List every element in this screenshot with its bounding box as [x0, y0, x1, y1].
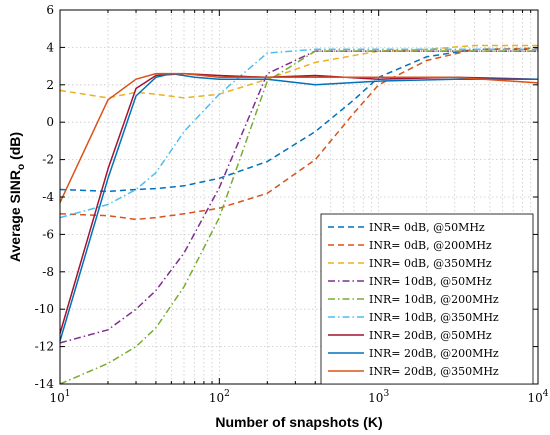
series-line-7 — [59, 72, 539, 334]
y-axis-title-sub: o — [16, 164, 27, 170]
legend-label: INR= 20dB, @50MHz — [369, 329, 492, 342]
series-line-9 — [59, 72, 539, 203]
y-tick-label: -2 — [42, 153, 54, 167]
series-line-8 — [59, 72, 538, 342]
series-line-6 — [59, 48, 538, 219]
x-tick-exponent: 4 — [543, 389, 549, 399]
x-tick-base: 10 — [368, 391, 383, 405]
legend-label: INR= 20dB, @200MHz — [369, 347, 499, 360]
legend-box — [320, 213, 534, 385]
x-tick-label: 101 — [49, 389, 70, 405]
y-axis-title: Average SINRo (dB) — [7, 132, 27, 262]
series-line-2 — [59, 47, 539, 221]
y-axis-title-group: Average SINRo (dB) — [7, 132, 27, 262]
legend-label: INR= 10dB, @350MHz — [369, 311, 499, 324]
y-tick-label: -6 — [42, 227, 54, 241]
y-tick-label: -8 — [42, 265, 54, 279]
y-tick-label: 0 — [46, 115, 54, 129]
legend: INR= 0dB, @50MHz INR= 0dB, @200MHz INR= 0d… — [320, 213, 534, 385]
y-tick-label: 4 — [46, 40, 54, 54]
x-tick-base: 10 — [209, 391, 224, 405]
series-line-4 — [59, 50, 538, 344]
legend-label: INR= 0dB, @350MHz — [369, 257, 492, 270]
x-tick-label: 102 — [209, 389, 230, 405]
y-tick-label: -14 — [35, 377, 55, 391]
legend-label: INR= 20dB, @350MHz — [369, 365, 499, 378]
x-tick-exponent: 2 — [224, 389, 230, 399]
series-group — [59, 44, 539, 385]
y-axis-title-unit: (dB) — [7, 132, 23, 160]
plot-frame — [59, 9, 539, 385]
legend-label: INR= 10dB, @50MHz — [369, 275, 492, 288]
legend-label: INR= 0dB, @50MHz — [369, 221, 485, 234]
x-tick-exponent: 1 — [65, 389, 71, 399]
y-axis-title-main: Average SINR — [7, 170, 23, 262]
x-tick-label: 104 — [527, 389, 548, 405]
y-tick-label: -12 — [35, 340, 54, 354]
y-tick-label: -10 — [35, 302, 54, 316]
y-tick-label: -4 — [42, 190, 54, 204]
x-tick-label: 103 — [368, 389, 389, 405]
x-tick-exponent: 3 — [383, 389, 389, 399]
series-line-1 — [59, 48, 538, 193]
y-tick-label: 2 — [46, 78, 54, 92]
series-line-5 — [59, 50, 538, 385]
x-axis-title: Number of snapshots (K) — [215, 414, 382, 430]
x-tick-base: 10 — [49, 391, 64, 405]
legend-label: INR= 10dB, @200MHz — [369, 293, 499, 306]
legend-label: INR= 0dB, @200MHz — [369, 239, 492, 252]
y-tick-label: 6 — [46, 3, 54, 17]
x-tick-base: 10 — [527, 391, 542, 405]
